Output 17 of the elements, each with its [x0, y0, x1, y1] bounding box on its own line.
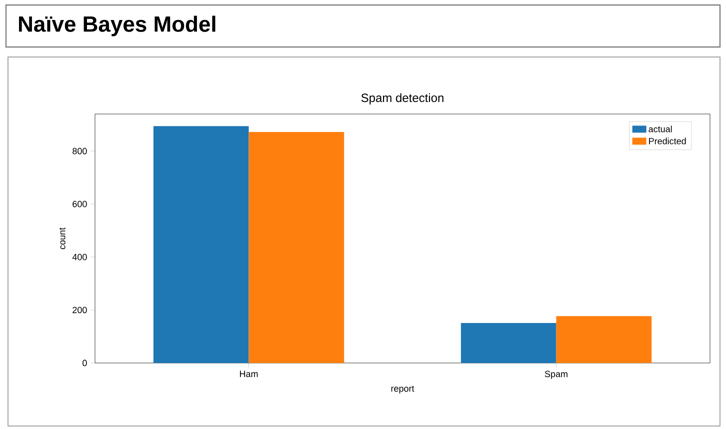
- chart-subtitle: Spam detection: [361, 93, 444, 104]
- y-tick-label: 400: [72, 254, 87, 260]
- x-tick-label: Ham: [240, 370, 258, 378]
- x-tick-label: Spam: [544, 370, 568, 379]
- y-tick-label: 800: [72, 148, 87, 154]
- x-axis-title: report: [391, 386, 414, 394]
- y-axis-title: count: [59, 228, 66, 250]
- bar: [248, 132, 344, 363]
- bar: [556, 316, 652, 363]
- y-tick-label: 0: [82, 360, 87, 366]
- bar: [460, 322, 556, 363]
- y-tick-label: 200: [72, 306, 87, 314]
- bar: [153, 126, 249, 363]
- legend-label: Predicted: [649, 138, 686, 144]
- y-tick-label: 600: [72, 200, 87, 208]
- chart-title: Naïve Bayes Model: [19, 16, 216, 36]
- legend-label: actual: [648, 126, 672, 132]
